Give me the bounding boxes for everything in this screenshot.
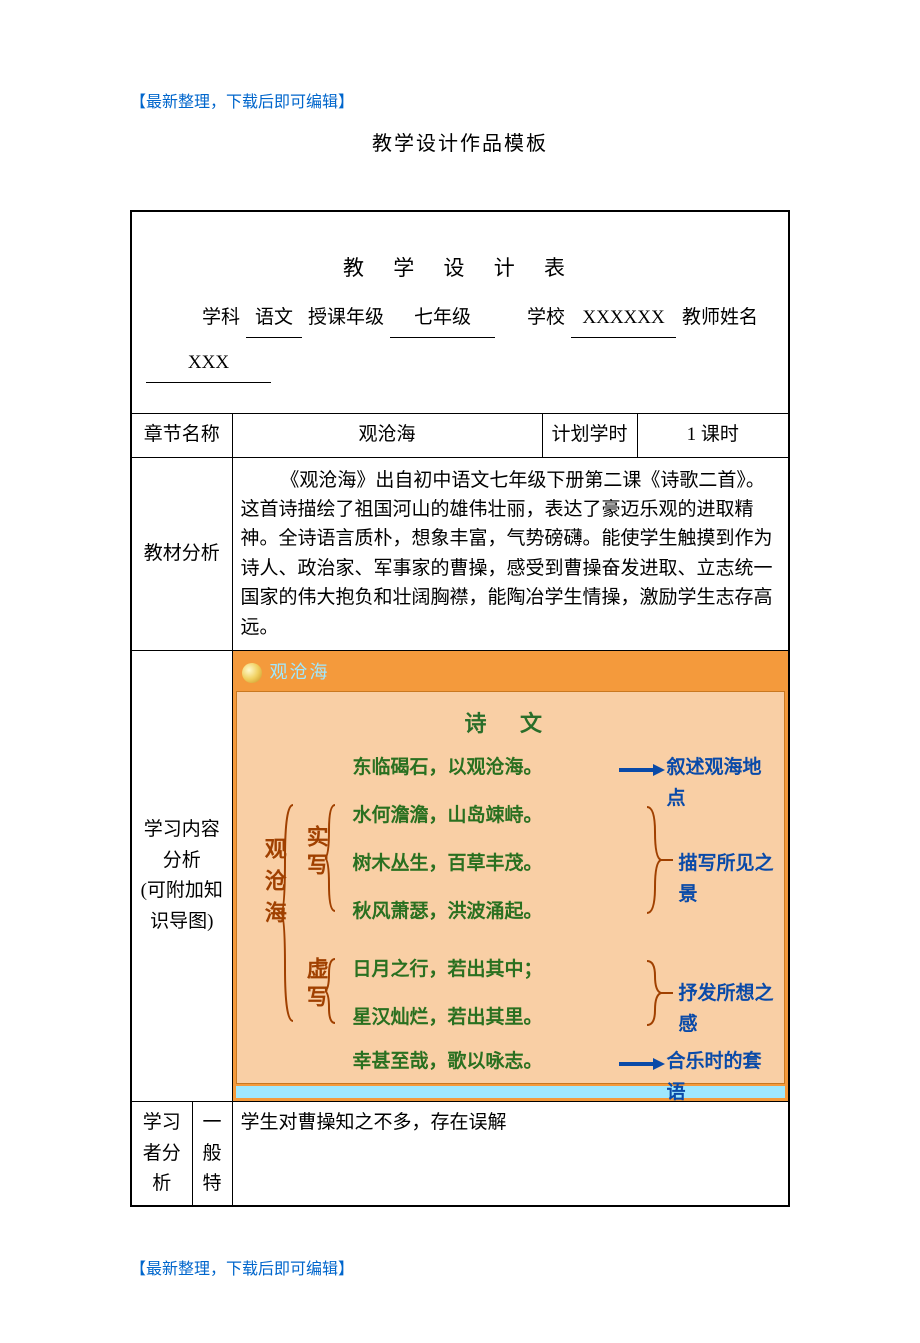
poem-line-7: 幸甚至哉，歌以咏志。 xyxy=(353,1047,543,1077)
annotation-1: 叙述观海地点 xyxy=(667,753,775,814)
grade-value: 七年级 xyxy=(390,299,495,338)
school-value: XXXXXX xyxy=(571,299,676,338)
row-learner-analysis: 学习 者分 析 一 般 特 学生对曹操知之不多，存在误解 xyxy=(132,1102,788,1206)
diagram-header: 观沧海 xyxy=(236,654,786,691)
sun-icon xyxy=(242,663,262,683)
learner-analysis-label: 学习 者分 析 xyxy=(132,1102,192,1206)
poem-title: 诗 文 xyxy=(247,706,775,741)
teacher-value: XXX xyxy=(146,344,271,383)
poem-area: 观沧海 实写 虚写 xyxy=(247,753,775,1063)
arrow-1-icon xyxy=(619,764,665,776)
form-fields-line: 学科 语文 授课年级 七年级 学校 XXXXXX 教师姓名 XXX xyxy=(142,299,778,383)
brace-group-b-icon xyxy=(325,957,339,1025)
teacher-label: 教师姓名 xyxy=(682,299,758,337)
diagram-outer: 观沧海 诗 文 观沧海 实写 虚写 xyxy=(233,651,789,1101)
design-form-table: 教 学 设 计 表 学科 语文 授课年级 七年级 学校 XXXXXX 教师姓名 … xyxy=(130,210,790,1208)
chapter-value: 观沧海 xyxy=(232,414,542,457)
form-header-cell: 教 学 设 计 表 学科 语文 授课年级 七年级 学校 XXXXXX 教师姓名 … xyxy=(131,211,789,414)
brace-group-a-icon xyxy=(325,803,339,913)
textbook-analysis-label: 教材分析 xyxy=(132,457,232,651)
top-edit-notice: 【最新整理，下载后即可编辑】 xyxy=(130,90,790,116)
poem-line-3: 树木丛生，百草丰茂。 xyxy=(353,849,543,879)
diagram-body: 诗 文 观沧海 实写 虚写 xyxy=(236,691,786,1084)
row-chapter: 章节名称 观沧海 计划学时 1 课时 xyxy=(132,414,788,457)
hours-value: 1 课时 xyxy=(637,414,788,457)
row-content-analysis: 学习内容 分析 (可附加知 识导图) 观沧海 诗 文 xyxy=(132,651,788,1102)
form-title: 教 学 设 计 表 xyxy=(142,252,778,286)
poem-line-4: 秋风萧瑟，洪波涌起。 xyxy=(353,897,543,927)
poem-line-5: 日月之行，若出其中； xyxy=(353,955,543,985)
brace-right-1-icon xyxy=(645,805,675,915)
diagram-tab-label: 观沧海 xyxy=(270,658,330,687)
annotation-2: 描写所见之景 xyxy=(679,849,775,910)
textbook-analysis-text: 《观沧海》出自初中语文七年级下册第二课《诗歌二首》。这首诗描绘了祖国河山的雄伟壮… xyxy=(241,464,781,645)
brace-right-2-icon xyxy=(645,959,675,1027)
subject-label: 学科 xyxy=(202,299,240,337)
school-label: 学校 xyxy=(527,299,565,337)
learner-analysis-text: 学生对曹操知之不多，存在误解 xyxy=(232,1102,788,1206)
diagram-cell: 观沧海 诗 文 观沧海 实写 虚写 xyxy=(232,651,788,1102)
content-analysis-label: 学习内容 分析 (可附加知 识导图) xyxy=(132,651,232,1102)
annotation-4: 合乐时的套语 xyxy=(667,1047,775,1108)
brace-main-icon xyxy=(281,803,297,1023)
subject-value: 语文 xyxy=(246,299,302,338)
arrow-2-icon xyxy=(619,1058,665,1070)
poem-line-1: 东临碣石，以观沧海。 xyxy=(353,753,543,783)
learner-sub-label: 一 般 特 xyxy=(192,1102,232,1206)
poem-line-6: 星汉灿烂，若出其里。 xyxy=(353,1003,543,1033)
annotation-3: 抒发所想之感 xyxy=(679,979,775,1040)
chapter-label: 章节名称 xyxy=(132,414,232,457)
textbook-analysis-cell: 《观沧海》出自初中语文七年级下册第二课《诗歌二首》。这首诗描绘了祖国河山的雄伟壮… xyxy=(232,457,788,651)
bottom-edit-notice: 【最新整理，下载后即可编辑】 xyxy=(130,1257,790,1283)
row-textbook-analysis: 教材分析 《观沧海》出自初中语文七年级下册第二课《诗歌二首》。这首诗描绘了祖国河… xyxy=(132,457,788,651)
grade-label: 授课年级 xyxy=(308,299,384,337)
poem-line-2: 水何澹澹，山岛竦峙。 xyxy=(353,801,543,831)
hours-label: 计划学时 xyxy=(542,414,637,457)
content-table: 章节名称 观沧海 计划学时 1 课时 教材分析 《观沧海》出自初中语文七年级下册… xyxy=(132,414,788,1205)
document-title: 教学设计作品模板 xyxy=(130,128,790,160)
